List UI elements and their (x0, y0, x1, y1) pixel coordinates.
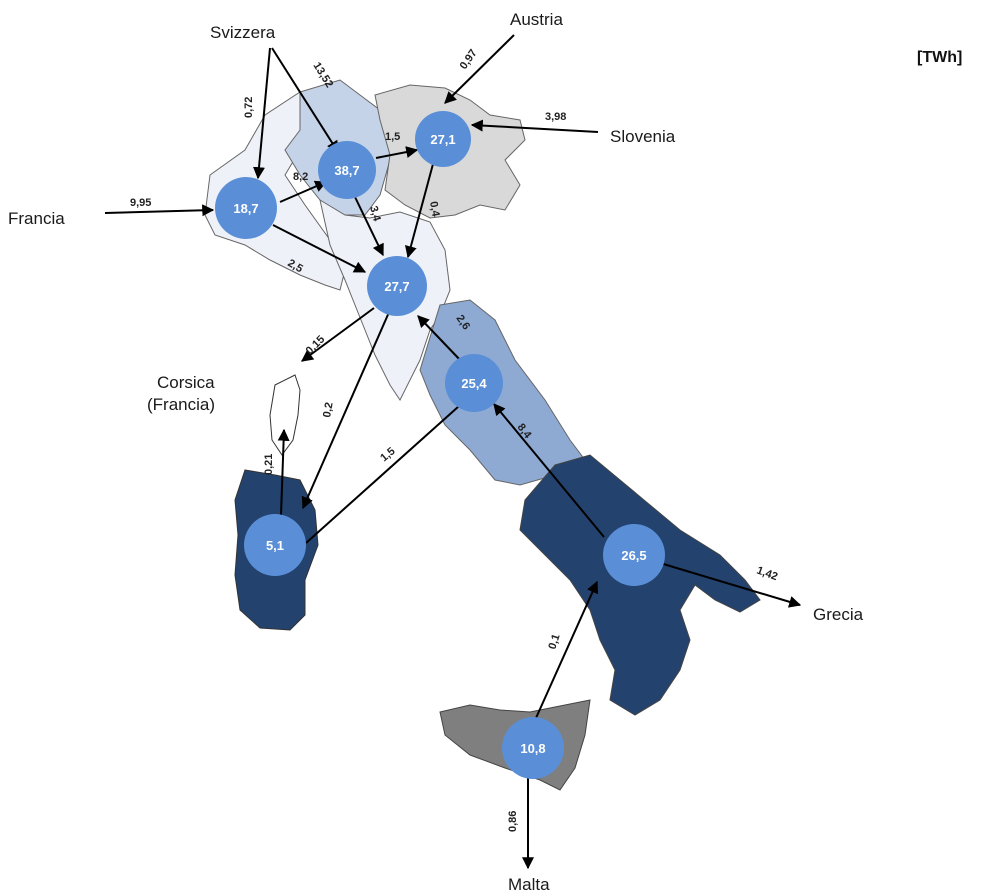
node-centro-nord: 27,7 (367, 256, 427, 316)
node-sicilia: 10,8 (502, 717, 564, 779)
flow-centro-nord-sardegna: 0,2 (321, 401, 335, 418)
node-centro-sud-value: 25,4 (461, 376, 487, 391)
node-nord-ovest-value: 18,7 (233, 201, 258, 216)
arrow-sicilia-sud (535, 580, 599, 719)
country-labels: Svizzera Austria Slovenia Francia Corsic… (8, 10, 864, 894)
flow-svizzera-nord: 13,52 (310, 60, 335, 90)
label-slovenia: Slovenia (610, 127, 676, 146)
arrow-nord-nord-est (375, 146, 419, 159)
node-sud-value: 26,5 (621, 548, 646, 563)
arrow-nord-ovest-nord (279, 180, 328, 203)
regions (204, 79, 761, 791)
arrow-sardegna-corsica (277, 428, 290, 516)
flow-nord-nord-est: 1,5 (385, 131, 400, 143)
arrow-centro-sud-centro-nord (417, 315, 463, 363)
arrow-sardegna-centro-sud (305, 397, 469, 544)
node-sardegna: 5,1 (244, 514, 306, 576)
arrow-sud-centro-sud (493, 403, 605, 538)
flow-nord-ovest-nord: 8,2 (293, 171, 308, 183)
flow-slovenia: 3,98 (545, 111, 566, 123)
flow-nord-centro-nord: 3,4 (367, 205, 383, 224)
flow-nord-est-centro-nord: 0,4 (427, 200, 442, 218)
arrow-slovenia (470, 119, 599, 133)
label-francia: Francia (8, 209, 65, 228)
arrow-svizzera-nord-ovest (253, 47, 271, 180)
node-sicilia-value: 10,8 (520, 741, 545, 756)
node-nord-est-value: 27,1 (430, 132, 455, 147)
node-centro-sud: 25,4 (445, 354, 503, 412)
arrow-austria (444, 34, 515, 104)
arrow-grecia (659, 562, 802, 608)
flow-svizzera-nord-ovest: 0,72 (243, 97, 255, 118)
node-sardegna-value: 5,1 (266, 538, 284, 553)
unit-label: [TWh] (917, 49, 963, 66)
node-nord-value: 38,7 (334, 163, 359, 178)
flow-austria: 0,97 (458, 47, 480, 71)
node-centro-nord-value: 27,7 (384, 279, 409, 294)
arrow-centro-nord-corsica (301, 307, 375, 362)
label-malta: Malta (508, 875, 550, 894)
label-svizzera: Svizzera (210, 23, 276, 42)
region-corsica (269, 374, 301, 456)
arrow-svizzera-nord (271, 47, 339, 154)
region-centro-sud (419, 299, 586, 486)
label-austria: Austria (510, 10, 563, 29)
arrow-nord-centro-nord (354, 196, 384, 257)
label-corsica-2: (Francia) (147, 395, 215, 414)
flow-sardegna-corsica: 0,21 (263, 454, 275, 475)
flow-sardegna-centro-sud: 1,5 (378, 445, 397, 464)
label-corsica-1: Corsica (157, 373, 215, 392)
arrow-nord-ovest-centro-nord (272, 224, 367, 273)
arrow-nord-est-centro-nord (405, 163, 434, 259)
flow-centro-nord-corsica: 0,15 (304, 333, 328, 357)
flow-grecia: 1,42 (755, 565, 779, 584)
node-nord-est: 27,1 (415, 111, 471, 167)
node-sud: 26,5 (603, 524, 665, 586)
flow-sicilia-sud: 0,1 (546, 633, 562, 651)
node-nord-ovest: 18,7 (215, 177, 277, 239)
flow-malta: 0,86 (507, 811, 519, 832)
zone-nodes: 18,7 38,7 27,1 27,7 25,4 26,5 5,1 10,8 (215, 111, 665, 779)
flow-arrows (104, 34, 802, 870)
node-nord: 38,7 (318, 141, 376, 199)
arrow-centro-nord-sardegna (301, 309, 391, 510)
flow-francia: 9,95 (130, 197, 151, 209)
label-grecia: Grecia (813, 605, 864, 624)
arrow-francia (104, 204, 215, 217)
